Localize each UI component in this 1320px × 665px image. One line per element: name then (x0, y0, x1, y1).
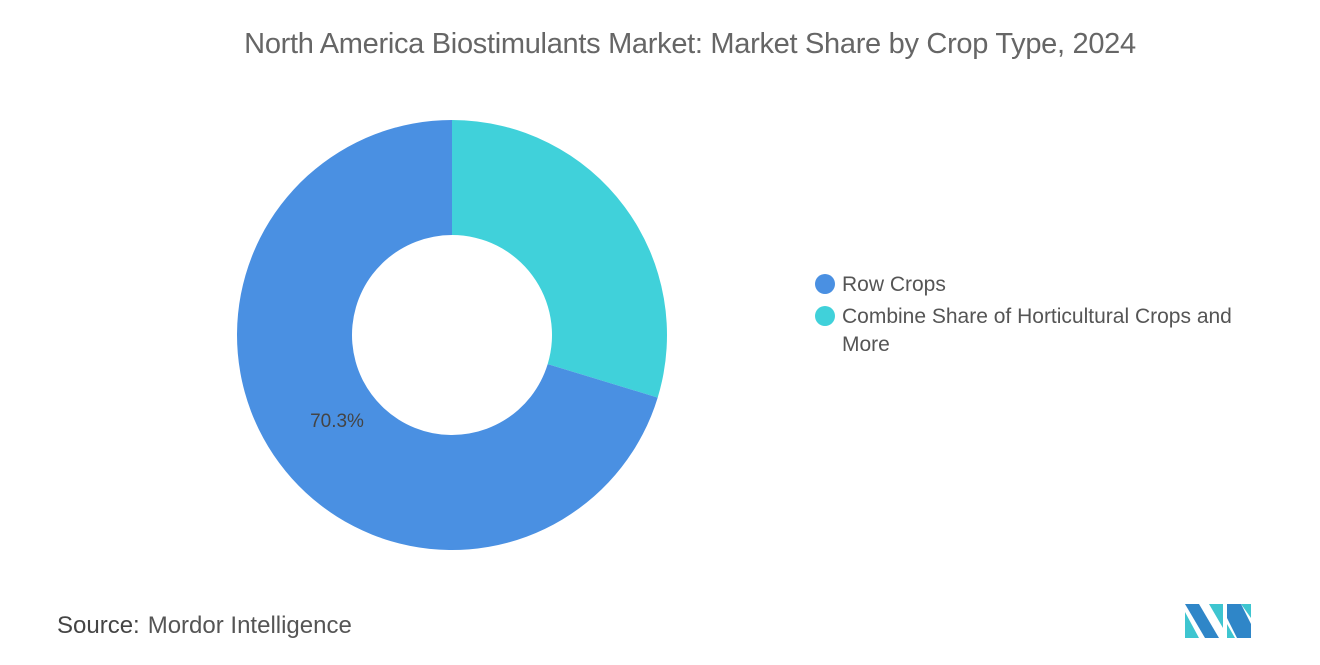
legend-swatch-row-crops (815, 274, 835, 294)
source-value: Mordor Intelligence (147, 612, 352, 639)
data-label-row-crops: 70.3% (310, 411, 364, 432)
slice-row-crops (237, 120, 658, 550)
mordor-intelligence-logo (1185, 604, 1251, 638)
legend-item-horticultural: Combine Share of Horticultural Crops and… (815, 303, 1285, 359)
legend-item-row-crops: Row Crops (815, 271, 1285, 299)
slice-horticultural (452, 120, 668, 398)
source-note: Source: Mordor Intelligence (57, 612, 352, 640)
legend-label: Row Crops (842, 273, 946, 296)
chart-title: North America Biostimulants Market: Mark… (244, 28, 1136, 60)
legend: Row Crops Combine Share of Horticultural… (815, 271, 1285, 363)
legend-label: Combine Share of Horticultural Crops and… (842, 305, 1232, 356)
source-label: Source: (57, 612, 140, 639)
legend-swatch-horticultural (815, 306, 835, 326)
